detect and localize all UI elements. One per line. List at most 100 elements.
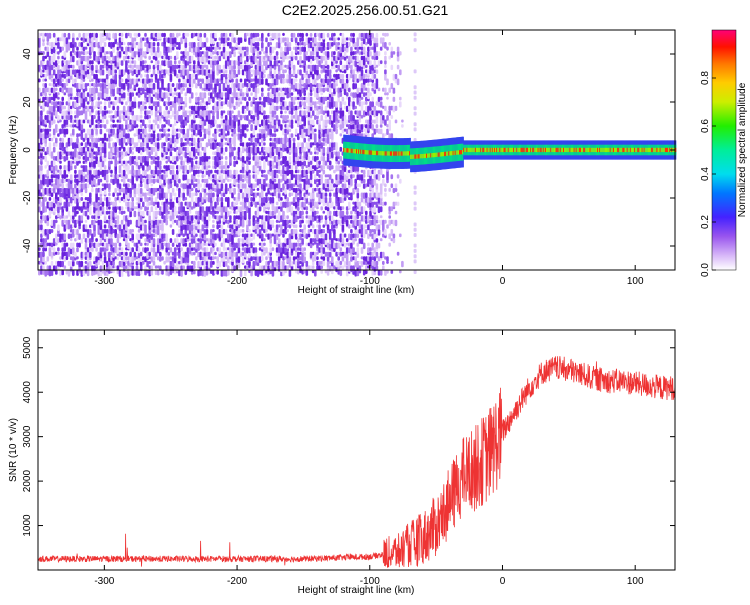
noise-cell <box>122 192 126 200</box>
noise-cell <box>297 270 300 275</box>
noise-cell <box>103 251 107 257</box>
noise-cell <box>118 251 122 257</box>
noise-cell <box>48 229 52 235</box>
noise-cell <box>286 124 289 130</box>
noise-cell <box>156 142 160 149</box>
noise-cell <box>59 206 62 210</box>
noise-cell <box>103 215 107 222</box>
noise-cell <box>80 37 84 41</box>
noise-cell <box>303 46 306 53</box>
noise-cell <box>59 87 62 93</box>
noise-cell <box>239 78 243 83</box>
noise-cell <box>139 206 143 210</box>
noise-cell <box>61 32 64 40</box>
noise-cell <box>305 270 309 276</box>
noise-cell <box>84 110 88 117</box>
noise-cell <box>59 197 62 203</box>
noise-cell <box>93 156 96 160</box>
noise-cell <box>224 146 228 152</box>
noise-cell <box>86 32 90 37</box>
noise-cell <box>125 32 128 39</box>
noise-cell <box>48 96 52 104</box>
noise-cell <box>38 174 41 179</box>
noise-cell <box>65 156 69 161</box>
noise-cell <box>122 146 126 152</box>
noise-cell <box>61 128 64 134</box>
noise-cell <box>42 238 45 244</box>
noise-cell <box>80 92 84 99</box>
noise-cell <box>69 64 73 69</box>
noise-cell <box>65 124 69 128</box>
noise-cell <box>220 174 224 180</box>
noise-cell <box>156 42 160 47</box>
noise-cell <box>233 206 236 211</box>
noise-cell <box>108 51 111 55</box>
noise-cell <box>93 201 96 208</box>
noise-cell <box>82 210 86 216</box>
noise-cell <box>69 224 73 229</box>
noise-cell <box>150 233 154 240</box>
noise-cell <box>156 156 160 161</box>
noise-cell <box>231 110 234 114</box>
noise-cell <box>118 110 122 117</box>
noise-cell <box>52 247 56 253</box>
noise-cell <box>152 42 156 47</box>
noise-cell <box>309 60 313 64</box>
noise-cell <box>120 169 124 175</box>
noise-cell <box>169 192 173 200</box>
noise-cell <box>55 51 58 55</box>
noise-cell <box>159 64 162 71</box>
noise-cell <box>72 78 75 85</box>
noise-cell <box>248 169 251 174</box>
noise-cell <box>127 201 130 207</box>
noise-cell <box>105 251 109 257</box>
noise-cell <box>271 270 275 277</box>
noise-cell <box>103 83 107 89</box>
noise-cell <box>139 151 143 156</box>
noise-cell <box>212 247 215 252</box>
noise-cell <box>127 256 130 261</box>
noise-cell <box>93 206 96 213</box>
noise-cell <box>67 124 71 128</box>
noise-cell <box>95 124 98 129</box>
noise-cell <box>38 115 41 122</box>
noise-cell <box>144 60 147 64</box>
noise-cell <box>224 206 228 213</box>
noise-cell <box>125 215 128 222</box>
noise-cell <box>116 238 120 244</box>
noise-cell <box>180 137 183 143</box>
noise-cell <box>42 55 45 62</box>
noise-cell <box>133 96 137 102</box>
noise-cell <box>86 128 90 136</box>
noise-cell <box>284 133 287 139</box>
noise-cell <box>61 124 64 129</box>
noise-cell <box>205 256 209 262</box>
noise-cell <box>40 224 43 231</box>
noise-cell <box>63 251 67 257</box>
noise-cell <box>112 156 115 160</box>
noise-cell <box>214 142 217 149</box>
noise-cell <box>118 151 122 158</box>
noise-cell <box>103 242 107 248</box>
noise-cell <box>91 64 94 71</box>
noise-cell <box>38 87 41 93</box>
noise-cell <box>275 51 279 56</box>
noise-cell <box>159 165 162 170</box>
noise-cell <box>74 142 77 149</box>
noise-cell <box>84 73 88 78</box>
noise-cell <box>142 219 145 226</box>
noise-cell <box>246 115 249 121</box>
noise-cell <box>184 165 188 171</box>
noise-cell <box>99 51 103 58</box>
noise-cell <box>103 224 107 229</box>
noise-cell <box>199 192 202 199</box>
noise-cell <box>171 165 175 170</box>
noise-cell <box>76 242 79 248</box>
noise-cell <box>120 229 124 235</box>
noise-cell <box>103 105 107 111</box>
noise-cell <box>197 178 200 185</box>
noise-cell <box>38 137 41 143</box>
noise-cell <box>93 270 96 276</box>
noise-cell <box>108 128 111 135</box>
noise-cell <box>97 215 101 219</box>
